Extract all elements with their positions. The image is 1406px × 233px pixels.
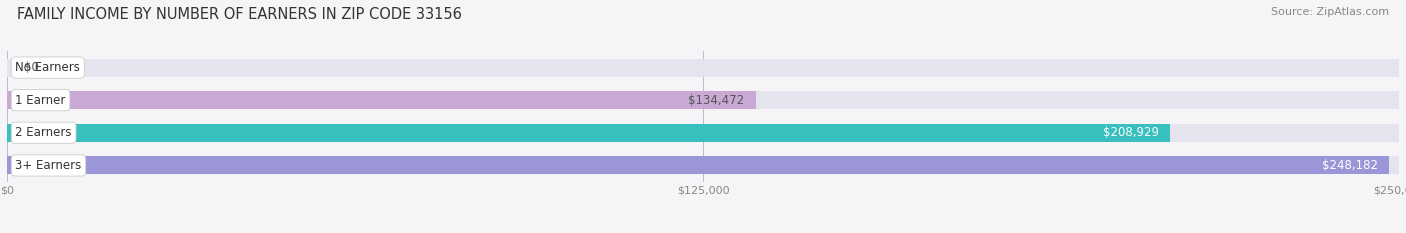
Text: $248,182: $248,182: [1322, 159, 1378, 172]
Text: 3+ Earners: 3+ Earners: [15, 159, 82, 172]
Text: No Earners: No Earners: [15, 61, 80, 74]
Bar: [7, 157, 1389, 174]
Text: 1 Earner: 1 Earner: [15, 94, 66, 107]
Bar: [7, 59, 1399, 76]
Text: Source: ZipAtlas.com: Source: ZipAtlas.com: [1271, 7, 1389, 17]
Text: $0: $0: [24, 61, 38, 74]
Bar: [7, 91, 756, 109]
Bar: [7, 124, 1399, 142]
Bar: [7, 91, 1399, 109]
Bar: [7, 124, 1170, 142]
Text: $208,929: $208,929: [1104, 126, 1159, 139]
Text: 2 Earners: 2 Earners: [15, 126, 72, 139]
Text: $134,472: $134,472: [689, 94, 745, 107]
Text: FAMILY INCOME BY NUMBER OF EARNERS IN ZIP CODE 33156: FAMILY INCOME BY NUMBER OF EARNERS IN ZI…: [17, 7, 461, 22]
Bar: [7, 157, 1399, 174]
